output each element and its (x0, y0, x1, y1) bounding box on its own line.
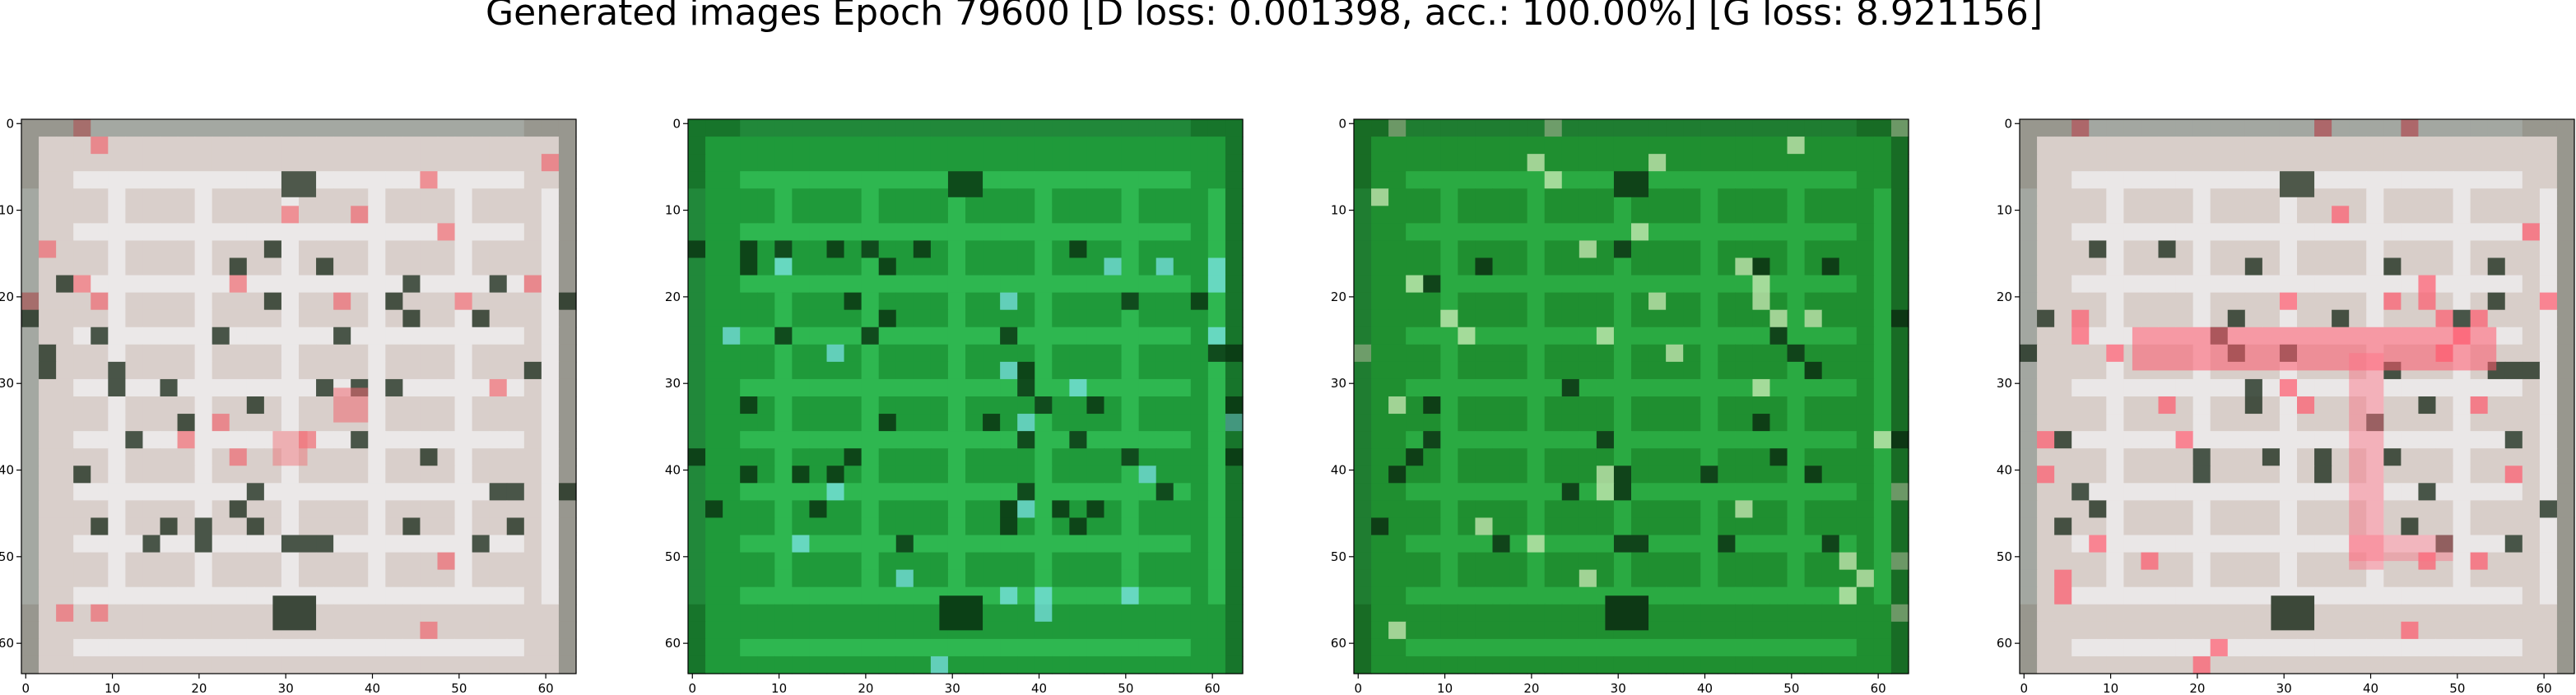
x-tick-label: 30 (945, 681, 960, 695)
axes-frame (687, 118, 1244, 674)
x-tick-label: 50 (1783, 681, 1799, 695)
y-tick-label: 50 (665, 549, 681, 564)
x-tick-label: 20 (2189, 681, 2205, 695)
y-tick-label: 0 (2004, 116, 2012, 131)
y-tick-label: 60 (1331, 636, 1346, 651)
x-tick-label: 40 (365, 681, 380, 695)
y-tick-label: 20 (1997, 290, 2012, 304)
y-tick-label: 50 (1331, 549, 1346, 564)
image-panel-1: 0 10 20 30 40 50 60 0 10 20 30 40 50 60 (0, 116, 577, 695)
y-tick-label: 10 (1997, 203, 2012, 218)
x-tick-label: 20 (1523, 681, 1539, 695)
x-tick-label: 20 (858, 681, 873, 695)
y-tick-label: 0 (672, 116, 681, 131)
x-tick-label: 30 (2276, 681, 2292, 695)
x-tick-label: 10 (771, 681, 787, 695)
y-tick-label: 30 (0, 376, 14, 391)
x-tick-label: 40 (1697, 681, 1713, 695)
y-tick-label: 10 (0, 203, 14, 218)
image-pixels (688, 119, 1244, 674)
image-panel-4: 0 10 20 30 40 50 60 0 10 20 30 40 50 60 (1997, 116, 2575, 695)
y-tick-label: 50 (0, 549, 14, 564)
x-tick-label: 40 (1031, 681, 1047, 695)
x-tick-label: 60 (1871, 681, 1886, 695)
y-tick-label: 50 (1997, 549, 2012, 564)
axes-frame (21, 118, 577, 674)
y-tick-label: 40 (0, 463, 14, 478)
x-tick-label: 0 (1354, 681, 1362, 695)
axes-frame (2019, 118, 2575, 674)
x-tick-label: 10 (2103, 681, 2118, 695)
x-tick-label: 60 (2536, 681, 2552, 695)
x-tick-label: 50 (2449, 681, 2465, 695)
y-tick-label: 20 (1331, 290, 1346, 304)
y-tick-label: 40 (1997, 463, 2012, 478)
y-tick-label: 0 (6, 116, 14, 131)
y-tick-label: 20 (665, 290, 681, 304)
x-tick-label: 40 (2363, 681, 2378, 695)
y-tick-label: 60 (1997, 636, 2012, 651)
x-tick-label: 0 (2020, 681, 2028, 695)
x-tick-label: 60 (1205, 681, 1221, 695)
x-tick-label: 0 (21, 681, 30, 695)
y-tick-label: 0 (1338, 116, 1346, 131)
image-panel-2: 0 10 20 30 40 50 60 0 10 20 30 40 50 60 (665, 116, 1244, 695)
y-tick-label: 60 (0, 636, 14, 651)
y-tick-label: 40 (665, 463, 681, 478)
y-tick-label: 30 (1331, 376, 1346, 391)
x-tick-label: 30 (1611, 681, 1626, 695)
image-pixels (21, 119, 577, 674)
figure-title: Generated images Epoch 79600 [D loss: 0.… (486, 0, 2043, 34)
x-tick-label: 30 (278, 681, 294, 695)
y-tick-label: 60 (665, 636, 681, 651)
x-tick-label: 10 (1437, 681, 1453, 695)
y-tick-label: 40 (1331, 463, 1346, 478)
image-panel-3: 0 10 20 30 40 50 60 0 10 20 30 40 50 60 (1331, 116, 1909, 695)
x-tick-label: 50 (451, 681, 467, 695)
y-tick-label: 30 (1997, 376, 2012, 391)
x-tick-label: 60 (538, 681, 554, 695)
y-tick-label: 10 (665, 203, 681, 218)
x-tick-label: 10 (105, 681, 120, 695)
y-tick-label: 30 (665, 376, 681, 391)
x-tick-label: 50 (1118, 681, 1133, 695)
image-pixels (1354, 119, 1909, 674)
x-tick-label: 20 (191, 681, 207, 695)
y-tick-label: 20 (0, 290, 14, 304)
y-tick-label: 10 (1331, 203, 1346, 218)
image-pixels (2020, 119, 2575, 674)
x-tick-label: 0 (688, 681, 696, 695)
axes-frame (1353, 118, 1909, 674)
